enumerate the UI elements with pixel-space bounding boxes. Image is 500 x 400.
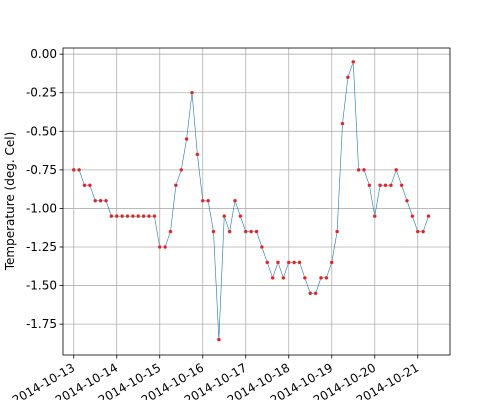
data-point	[232, 198, 238, 203]
data-point	[388, 183, 393, 188]
data-point	[152, 214, 157, 219]
data-point	[200, 198, 205, 203]
data-point	[216, 337, 221, 342]
data-point	[345, 75, 350, 80]
data-point	[136, 214, 141, 219]
data-point	[98, 198, 103, 203]
plot-area-frame	[62, 47, 451, 356]
data-point	[179, 167, 184, 172]
data-point	[410, 214, 415, 219]
data-point	[211, 229, 216, 234]
series-line	[73, 61, 429, 340]
data-point	[399, 183, 404, 188]
data-point	[109, 214, 114, 219]
data-point	[356, 167, 361, 172]
data-point	[265, 260, 270, 265]
data-point	[335, 229, 340, 234]
data-point	[270, 275, 275, 280]
data-point	[415, 229, 420, 234]
y-tick-label: -1.25	[26, 240, 57, 254]
data-point	[146, 214, 152, 219]
data-point	[281, 275, 286, 280]
data-point	[163, 244, 168, 250]
data-point	[114, 214, 119, 219]
data-point	[77, 167, 82, 172]
y-tick-label: 0.00	[30, 47, 57, 61]
data-point	[318, 275, 324, 280]
data-point	[227, 229, 232, 234]
data-point	[238, 214, 243, 219]
y-tick-label: -0.75	[26, 163, 57, 177]
y-tick-label: -0.25	[26, 86, 57, 100]
data-point	[313, 291, 318, 296]
data-point	[394, 167, 399, 172]
data-point	[71, 167, 76, 172]
data-point	[351, 59, 356, 64]
data-point	[189, 90, 195, 95]
data-point	[308, 291, 313, 296]
data-point	[195, 152, 200, 157]
y-axis-label: Temperature (deg. Cel)	[3, 132, 17, 272]
data-point	[340, 121, 345, 126]
data-point	[324, 275, 329, 280]
data-point	[173, 183, 178, 188]
data-point	[120, 214, 125, 219]
data-point	[222, 214, 227, 219]
series-temperature	[71, 59, 431, 342]
data-point	[243, 229, 248, 234]
data-point	[383, 183, 388, 188]
y-tick-label: -1.00	[26, 201, 57, 215]
data-point	[404, 198, 410, 203]
data-point	[286, 260, 291, 265]
data-point	[87, 183, 92, 188]
data-point	[93, 198, 98, 203]
data-point	[292, 260, 297, 265]
data-point	[125, 214, 130, 219]
data-point	[184, 136, 189, 142]
data-point	[103, 198, 109, 203]
axes: 0.00-0.25-0.50-0.75-1.00-1.25-1.50-1.752…	[10, 47, 421, 400]
y-tick-label: -1.50	[26, 279, 57, 293]
data-point	[259, 244, 264, 250]
data-point	[421, 229, 426, 234]
data-point	[82, 183, 87, 188]
data-point	[157, 244, 162, 250]
data-point	[130, 214, 135, 219]
grid-lines	[63, 48, 450, 355]
data-point	[302, 275, 307, 280]
data-point	[378, 183, 383, 188]
data-point	[426, 214, 431, 219]
y-tick-label: -0.50	[26, 124, 57, 138]
data-point	[367, 183, 372, 188]
data-point	[141, 214, 146, 219]
data-point	[372, 214, 377, 219]
data-point	[254, 229, 259, 234]
y-tick-label: -1.75	[26, 317, 57, 331]
data-point	[168, 229, 173, 234]
data-point	[361, 167, 367, 172]
data-point	[249, 229, 254, 234]
data-point	[275, 260, 281, 265]
data-point	[206, 198, 211, 203]
data-point	[329, 260, 334, 265]
data-point	[297, 260, 302, 265]
